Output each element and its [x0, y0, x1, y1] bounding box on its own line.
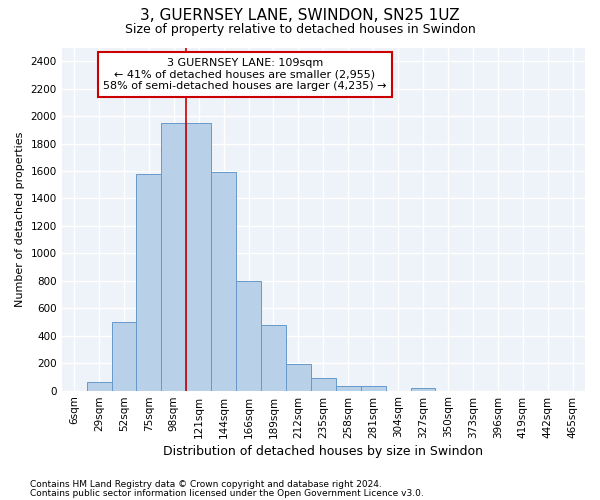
- Bar: [136, 174, 161, 390]
- Text: Size of property relative to detached houses in Swindon: Size of property relative to detached ho…: [125, 22, 475, 36]
- Y-axis label: Number of detached properties: Number of detached properties: [15, 132, 25, 306]
- Text: Contains HM Land Registry data © Crown copyright and database right 2024.: Contains HM Land Registry data © Crown c…: [30, 480, 382, 489]
- Bar: [86, 382, 112, 390]
- Bar: [286, 364, 311, 390]
- Bar: [161, 123, 186, 390]
- Bar: [112, 322, 136, 390]
- Bar: [261, 324, 286, 390]
- Text: 3, GUERNSEY LANE, SWINDON, SN25 1UZ: 3, GUERNSEY LANE, SWINDON, SN25 1UZ: [140, 8, 460, 22]
- Text: Contains public sector information licensed under the Open Government Licence v3: Contains public sector information licen…: [30, 488, 424, 498]
- Bar: [361, 386, 386, 390]
- Text: 3 GUERNSEY LANE: 109sqm
← 41% of detached houses are smaller (2,955)
58% of semi: 3 GUERNSEY LANE: 109sqm ← 41% of detache…: [103, 58, 386, 91]
- Bar: [311, 378, 336, 390]
- Bar: [186, 123, 211, 390]
- Bar: [410, 388, 436, 390]
- Bar: [236, 281, 261, 390]
- Bar: [211, 172, 236, 390]
- Bar: [336, 386, 361, 390]
- X-axis label: Distribution of detached houses by size in Swindon: Distribution of detached houses by size …: [163, 444, 484, 458]
